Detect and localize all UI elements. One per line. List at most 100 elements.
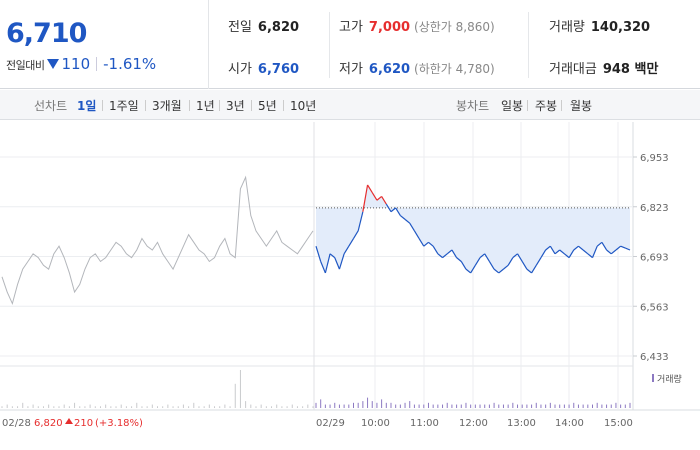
today-line-down-segment xyxy=(385,203,392,213)
x-axis: 02/29 10:00 11:00 12:00 13:00 14:00 15:00 02/28… xyxy=(2,418,633,429)
today-line-down-segment xyxy=(606,249,612,255)
today-line-down-segment xyxy=(423,241,429,247)
x-tick-label: 02/29 xyxy=(316,418,345,429)
tab-1y[interactable]: 1년 xyxy=(196,99,215,113)
tab-monthly-candle[interactable]: 월봉 xyxy=(570,99,593,113)
y-tick-label: 6,433 xyxy=(640,352,669,363)
today-line-down-segment xyxy=(343,245,350,255)
change-label: 전일대비 xyxy=(6,59,45,72)
today-line-down-segment xyxy=(564,253,570,259)
today-line-down-segment xyxy=(582,249,589,255)
x-tick-label: 10:00 xyxy=(361,418,390,429)
today-line-down-segment xyxy=(334,257,340,270)
today-line-down-segment xyxy=(610,249,617,255)
candle-chart-label: 봉차트 xyxy=(456,99,490,113)
today-line-down-segment xyxy=(507,257,514,266)
stat-label: 저가 xyxy=(339,62,363,77)
stat-volume: 거래량 140,320 xyxy=(549,16,650,35)
up-triangle-icon xyxy=(65,418,73,424)
today-line-down-segment xyxy=(596,241,603,247)
today-line-down-segment xyxy=(456,257,462,262)
today-line-down-segment xyxy=(418,238,425,247)
stat-open: 시가 6,760 xyxy=(228,58,299,77)
tab-weekly-candle[interactable]: 주봉 xyxy=(535,99,558,113)
today-line-up-segment xyxy=(381,196,387,205)
today-line-down-segment xyxy=(484,253,490,262)
today-line-down-segment xyxy=(559,249,565,255)
y-tick-label: 6,563 xyxy=(640,302,669,313)
y-tick-label: 6,823 xyxy=(640,203,669,214)
x-tick-label: 11:00 xyxy=(410,418,439,429)
stat-prev-close: 전일 6,820 xyxy=(228,16,299,35)
chart-grid xyxy=(0,122,700,411)
divider xyxy=(283,100,284,111)
today-line-up-segment xyxy=(371,192,378,201)
today-line-down-segment xyxy=(488,261,495,270)
today-line-down-segment xyxy=(545,245,551,251)
tab-daily-candle[interactable]: 일봉 xyxy=(501,99,524,113)
today-line-down-segment xyxy=(460,261,467,270)
today-line-up-segment xyxy=(376,195,382,201)
today-line-down-segment xyxy=(399,215,406,220)
today-line-down-segment xyxy=(432,245,439,255)
today-line-down-segment xyxy=(395,207,401,216)
today-line-down-segment xyxy=(625,247,631,251)
today-line-down-segment xyxy=(320,261,326,274)
tab-10y[interactable]: 10년 xyxy=(290,99,317,113)
today-line-down-segment xyxy=(601,242,608,251)
stat-sub: (상한가 8,860) xyxy=(414,20,495,34)
today-line-down-segment xyxy=(428,241,434,247)
divider xyxy=(102,100,103,111)
today-line-down-segment xyxy=(591,245,598,258)
x-tick-label: 13:00 xyxy=(507,418,536,429)
today-line-down-segment xyxy=(620,245,626,249)
today-line-down-segment xyxy=(442,253,448,259)
volume-legend-label: 거래량 xyxy=(657,373,682,385)
y-tick-label: 6,693 xyxy=(640,253,669,264)
stat-value: 948 백만 xyxy=(602,62,659,77)
today-line-down-segment xyxy=(465,268,472,274)
y-axis: 6,953 6,823 6,693 6,563 6,433 xyxy=(640,153,669,363)
today-line-down-segment xyxy=(479,253,486,259)
tab-1w[interactable]: 1주일 xyxy=(109,99,139,113)
stat-label: 시가 xyxy=(228,62,252,77)
x-tick-label: 14:00 xyxy=(555,418,584,429)
today-line-down-segment xyxy=(451,249,458,258)
divider xyxy=(329,12,330,78)
stat-value: 140,320 xyxy=(590,20,651,35)
tab-1d[interactable]: 1일 xyxy=(77,99,97,113)
today-line-down-segment xyxy=(446,249,453,255)
today-line-down-segment xyxy=(521,261,528,270)
today-line-down-segment xyxy=(352,230,359,239)
down-arrow-icon xyxy=(47,59,60,69)
y-tick-label: 6,953 xyxy=(640,153,669,164)
x-tick-label: 12:00 xyxy=(459,418,488,429)
today-line-down-segment xyxy=(549,245,556,255)
below-reference-fill xyxy=(316,184,630,273)
stat-label: 전일 xyxy=(228,20,252,35)
today-line-down-segment xyxy=(503,264,509,270)
today-line-down-segment xyxy=(615,245,622,251)
prev-day-line xyxy=(1,175,314,306)
tab-3y[interactable]: 3년 xyxy=(226,99,245,113)
today-line-down-segment xyxy=(512,253,518,259)
divider xyxy=(251,100,252,111)
today-line-down-segment xyxy=(493,268,500,274)
today-line-up-segment xyxy=(367,184,373,193)
tab-5y[interactable]: 5년 xyxy=(258,99,277,113)
tab-3m[interactable]: 3개월 xyxy=(152,99,182,113)
today-line-down-segment xyxy=(329,253,336,259)
today-line-down-segment xyxy=(470,264,476,274)
stat-sub: (하한가 4,780) xyxy=(414,62,495,76)
volume-legend: 거래량 xyxy=(652,373,682,385)
divider xyxy=(528,12,529,78)
stat-label: 거래량 xyxy=(549,20,585,35)
today-line-down-segment xyxy=(437,253,443,259)
today-line-down-segment xyxy=(535,257,542,266)
today-line-down-segment xyxy=(517,253,523,262)
today-line-down-segment xyxy=(498,268,504,274)
prev-day-date: 02/28 xyxy=(2,418,31,429)
today-line-down-segment xyxy=(573,245,579,251)
current-price: 6,710 xyxy=(6,18,87,49)
